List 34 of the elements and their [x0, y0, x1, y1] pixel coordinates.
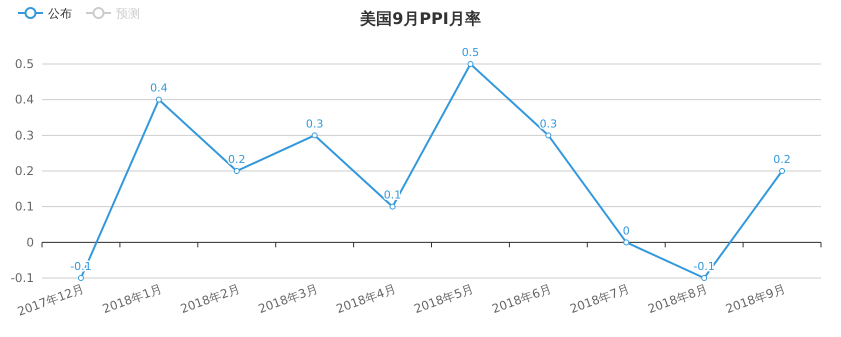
- data-label: 0.3: [306, 117, 324, 130]
- y-tick-label: 0.1: [14, 200, 34, 214]
- y-tick-label: 0.5: [14, 57, 34, 71]
- data-label: 0.2: [773, 153, 791, 166]
- y-tick-label: 0.2: [14, 164, 34, 178]
- chart-title: 美国9月PPI月率: [359, 9, 481, 28]
- point: [545, 132, 552, 138]
- data-label: 0.3: [540, 117, 558, 130]
- point: [467, 61, 474, 67]
- point: [701, 275, 708, 281]
- x-tick-label: 2018年4月: [334, 282, 398, 316]
- x-tick-label: 2018年1月: [100, 282, 164, 316]
- data-label: 0.5: [462, 46, 480, 59]
- x-tick-label: 2018年9月: [724, 282, 788, 316]
- x-tick-label: 2018年7月: [568, 282, 632, 316]
- data-label: 0: [622, 224, 630, 238]
- x-tick-label: 2018年2月: [178, 282, 242, 316]
- legend-label: 公布: [48, 6, 72, 20]
- point: [390, 204, 396, 210]
- data-label: 0.4: [150, 82, 168, 95]
- point: [156, 96, 162, 103]
- y-tick-label: 0.3: [14, 128, 34, 142]
- point: [78, 275, 84, 281]
- point: [779, 168, 786, 174]
- point: [312, 132, 318, 138]
- y-tick-label: 0: [26, 235, 34, 250]
- point: [623, 239, 630, 246]
- data-label: 0.2: [228, 153, 246, 166]
- x-tick-label: 2018年3月: [256, 282, 320, 316]
- x-tick-label: 2018年8月: [646, 282, 710, 316]
- y-tick-label: 0.4: [14, 92, 34, 107]
- point: [234, 168, 240, 174]
- x-tick-label: 2018年5月: [412, 282, 476, 316]
- x-tick-label: 2018年6月: [490, 282, 554, 316]
